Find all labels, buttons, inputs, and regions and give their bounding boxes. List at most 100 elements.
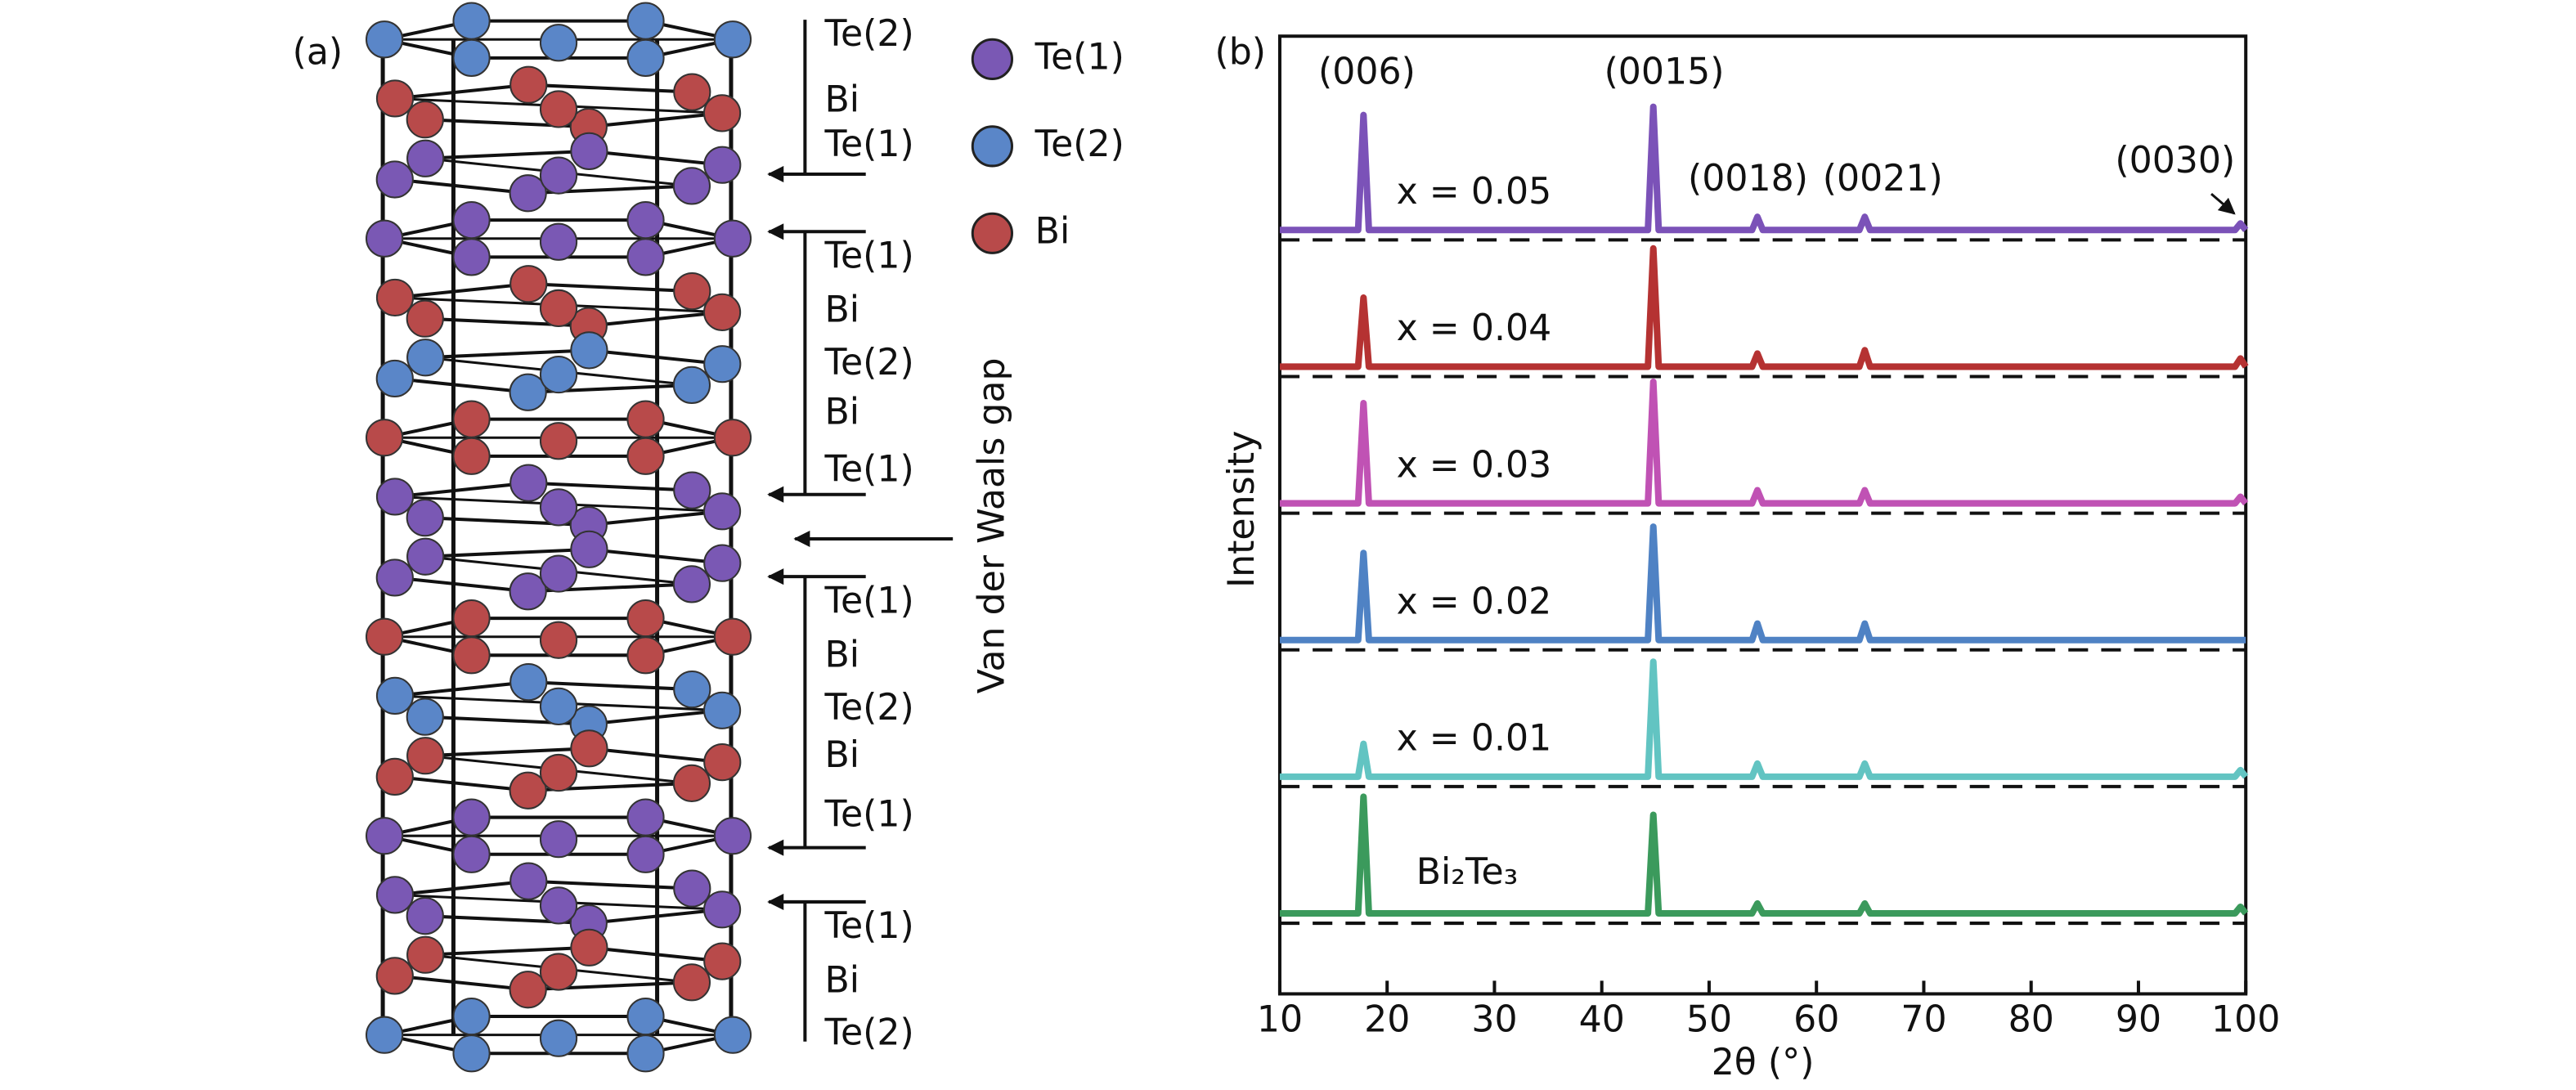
atom (626, 437, 665, 475)
panel-label: (b) (1214, 31, 1266, 73)
atom (406, 737, 445, 775)
peak-annotation: (0018) (1688, 158, 1808, 200)
atom (570, 132, 608, 170)
layer-label: Te(1) (824, 123, 913, 165)
atom (702, 293, 742, 331)
atom (713, 419, 752, 457)
atom (570, 530, 608, 568)
atom (509, 663, 548, 702)
atom (375, 79, 415, 118)
atom (702, 691, 742, 729)
layer-label: Te(2) (824, 1012, 913, 1054)
atom (626, 997, 665, 1036)
layer-label: Te(1) (824, 580, 913, 621)
layer-label: Te(2) (824, 13, 913, 55)
atom (452, 201, 491, 240)
atom (375, 160, 414, 199)
atom (375, 558, 414, 597)
x-tick-label: 20 (1364, 999, 1410, 1041)
atom (570, 331, 608, 370)
x-tick-label: 80 (2008, 999, 2054, 1041)
atom (703, 942, 742, 980)
atom (452, 997, 491, 1036)
atom (509, 862, 548, 900)
atom (375, 478, 415, 516)
atom (365, 1016, 404, 1054)
atom (626, 238, 665, 276)
atom (452, 2, 491, 40)
atom (672, 565, 711, 603)
atom (375, 876, 415, 914)
atom (406, 499, 444, 537)
atom (539, 820, 578, 859)
atom (452, 38, 491, 77)
atom (509, 464, 548, 502)
atom (713, 617, 752, 656)
series-label: x = 0.05 (1397, 171, 1552, 213)
y-axis-label: Intensity (1221, 431, 1263, 588)
series-label: x = 0.04 (1397, 307, 1552, 349)
atom (365, 817, 404, 855)
atom (570, 729, 608, 768)
peak-annotation: (0021) (1823, 158, 1943, 200)
atom (673, 670, 711, 709)
peak-annotation: (0030) (2115, 140, 2235, 182)
atom (626, 798, 665, 837)
atom (509, 971, 547, 1009)
atom (626, 835, 665, 873)
atom (570, 928, 608, 967)
atom (626, 636, 665, 675)
layer-label: Te(1) (824, 905, 913, 947)
gap-label: Van der Waals gap (971, 357, 1012, 693)
atom (626, 201, 665, 240)
series-label: x = 0.02 (1397, 581, 1552, 623)
atom (539, 554, 578, 593)
xrd-trace (1279, 378, 2249, 507)
atom (703, 743, 742, 782)
layer-label: Bi (824, 79, 859, 121)
atom (406, 299, 444, 338)
series-label: x = 0.01 (1397, 718, 1552, 760)
atom (365, 419, 404, 457)
layer-label: Bi (824, 959, 859, 1001)
layer-label: Te(1) (824, 793, 913, 835)
atom (375, 676, 415, 715)
x-tick-label: 50 (1686, 999, 1732, 1041)
atom (539, 488, 578, 527)
legend-label: Te(2) (1034, 123, 1124, 165)
atom (365, 20, 404, 59)
crystal-structure (365, 2, 752, 1073)
legend-swatch (971, 38, 1014, 80)
atom (626, 599, 665, 638)
atom (365, 219, 404, 258)
atom (406, 897, 444, 935)
atom (406, 935, 445, 974)
atom (713, 1016, 752, 1054)
atom (539, 422, 578, 460)
layer-label: Te(1) (824, 449, 913, 491)
atom (452, 835, 491, 873)
atom (703, 544, 742, 582)
panel-label: (a) (293, 31, 343, 73)
series-label: Bi₂Te₃ (1416, 851, 1519, 893)
xrd-trace (1279, 658, 2249, 780)
atom (673, 869, 711, 908)
x-tick-label: 90 (2116, 999, 2161, 1041)
atom (509, 373, 547, 411)
atom (713, 219, 752, 258)
legend-label: Te(1) (1034, 36, 1124, 78)
atom (509, 572, 547, 611)
atom (703, 146, 742, 184)
atom (713, 20, 752, 59)
layer-label: Te(1) (824, 235, 913, 276)
atom (509, 771, 547, 810)
atom (626, 2, 665, 40)
layer-label: Bi (824, 391, 859, 433)
xrd-trace (1279, 523, 2246, 644)
peak-annotation: (0015) (1604, 51, 1725, 92)
atom (626, 38, 665, 77)
layer-label: Bi (824, 635, 859, 676)
atom (406, 101, 444, 139)
atom (452, 400, 491, 438)
